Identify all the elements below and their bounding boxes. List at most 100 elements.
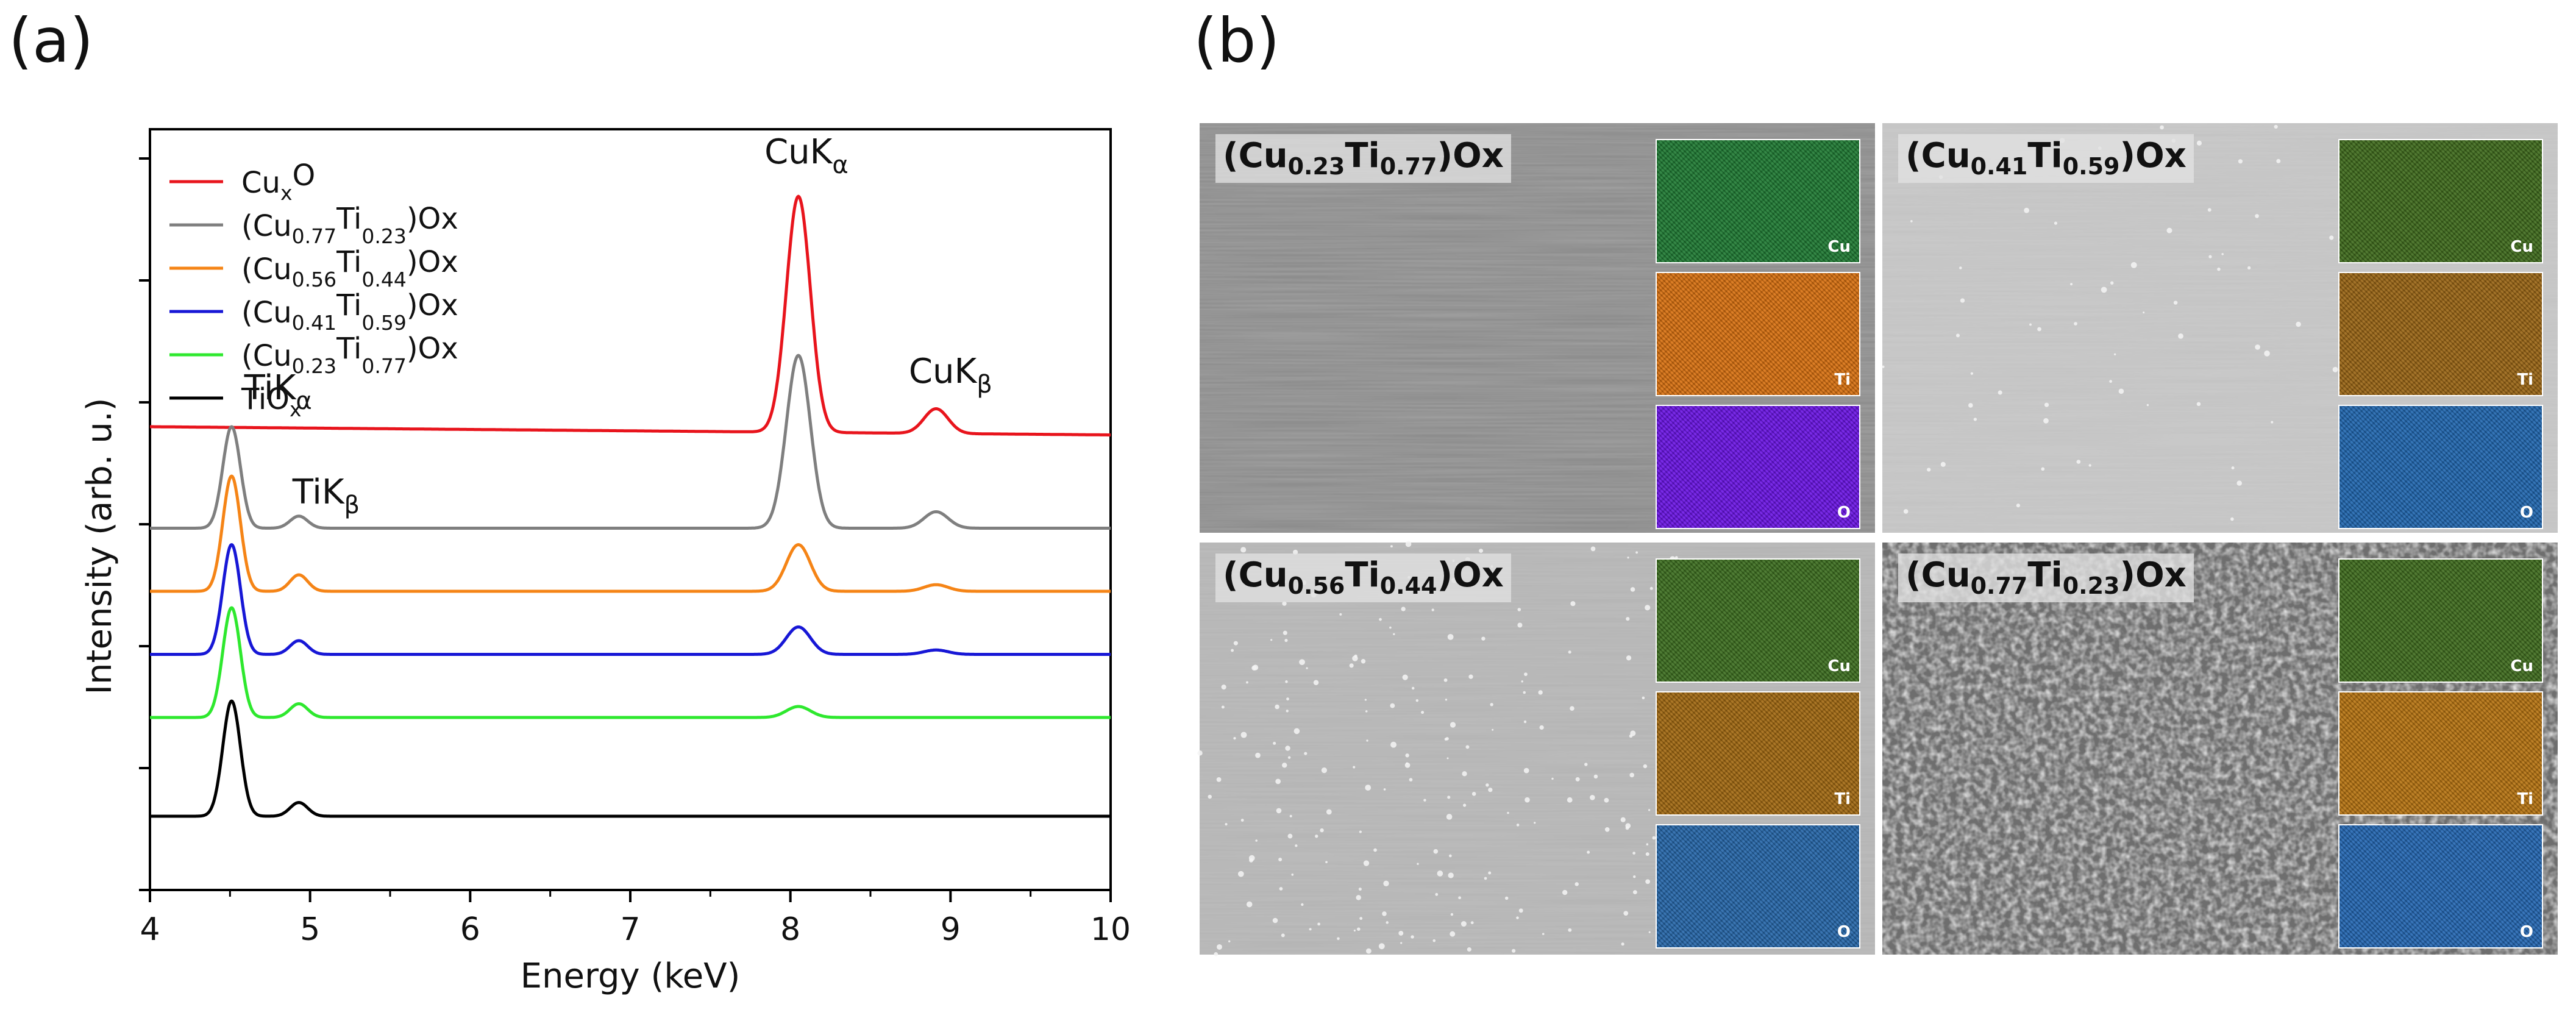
sem-particle (1648, 809, 1651, 811)
elemental-map-label: Cu (1827, 238, 1851, 256)
sem-particle (1882, 365, 1885, 368)
elemental-map-label: Cu (2510, 657, 2533, 675)
elemental-map-cu: Cu (2338, 558, 2543, 683)
elemental-map-o: O (2338, 405, 2543, 529)
series-line (149, 194, 1112, 436)
sem-particle (1524, 672, 1528, 676)
sem-particle (1470, 921, 1474, 925)
sem-particle (1402, 674, 1408, 680)
sem-particle (1625, 826, 1629, 830)
sem-particle (1285, 746, 1290, 751)
sem-particle (1468, 674, 1473, 679)
sem-particle (1512, 949, 1516, 953)
sem-particle (1287, 756, 1291, 759)
elemental-map-label: Cu (1827, 657, 1851, 675)
sem-particle (2208, 255, 2212, 258)
sem-particle (1287, 833, 1293, 839)
sem-particle (1940, 461, 1946, 467)
x-tick-label: 6 (460, 911, 480, 948)
sem-particle (2113, 353, 2116, 355)
sem-particle (1633, 875, 1636, 878)
sem-particle (1488, 871, 1492, 875)
sem-particle (1604, 797, 1609, 803)
sem-particle (1358, 888, 1362, 891)
sem-particle (1356, 895, 1361, 900)
sem-particle (1349, 663, 1354, 668)
sem-particle (1317, 922, 1320, 926)
sem-particle (1490, 703, 1493, 707)
sem-particle (1507, 811, 1509, 814)
sem-particle (1365, 948, 1372, 954)
sem-particle (1630, 587, 1635, 592)
sem-particle (1255, 839, 1258, 842)
sem-particle (1214, 952, 1219, 956)
panel-a-label: (a) (9, 5, 94, 76)
sem-particle (1642, 696, 1645, 700)
sem-particle (1405, 753, 1409, 758)
sem-particle (1590, 795, 1595, 800)
sem-tile-label: (Cu0.41Ti0.59)Ox (1898, 134, 2194, 183)
sem-particle (1228, 940, 1231, 942)
elemental-map-cu: Cu (1656, 558, 1860, 683)
sem-particle (2054, 221, 2058, 225)
sem-particle (2110, 281, 2114, 285)
sem-particle (1447, 796, 1451, 799)
sem-particle (1463, 803, 1467, 807)
sem-particle (1364, 699, 1367, 701)
sem-particle (1352, 655, 1358, 661)
sem-particle (1570, 601, 1576, 607)
sem-particle (2101, 287, 2107, 293)
sem-particle (1448, 854, 1452, 858)
sem-particle (1910, 220, 1913, 222)
sem-particle (1575, 777, 1580, 781)
sem-particle (1417, 863, 1419, 865)
sem-particle (1445, 699, 1448, 701)
sem-tile-label: (Cu0.56Ti0.44)Ox (1215, 553, 1511, 602)
series-line (149, 699, 1112, 818)
sem-particle (2074, 322, 2077, 326)
sem-particle (2043, 418, 2049, 424)
sem-particle (2236, 480, 2242, 486)
sem-particle (1281, 933, 1285, 938)
sem-particle (1246, 681, 1248, 684)
sem-particle (1516, 824, 1520, 827)
sem-particle (1306, 667, 1308, 669)
sem-particle (1216, 777, 1222, 782)
sem-particle (1587, 850, 1590, 854)
sem-particle (1542, 933, 1545, 935)
sem-particle (1433, 849, 1439, 854)
sem-particle (1960, 298, 1965, 303)
sem-particle (1233, 736, 1236, 740)
sem-particle (2016, 504, 2021, 508)
x-tick-label: 5 (300, 911, 320, 948)
elemental-map-label: O (2519, 504, 2533, 522)
x-tick-label: 4 (140, 911, 160, 948)
sem-particle (1645, 852, 1649, 856)
sem-particle (1517, 608, 1521, 611)
sem-particle (1584, 763, 1588, 766)
sem-particle (1390, 545, 1393, 548)
elemental-map-o: O (2338, 824, 2543, 949)
sem-particle (1450, 931, 1456, 937)
sem-particle (2029, 323, 2032, 326)
sem-particle (1361, 659, 1366, 664)
sem-particle (2160, 125, 2164, 130)
sem-particle (1435, 892, 1439, 896)
sem-particle (1955, 333, 1960, 338)
sem-particle (1445, 737, 1449, 741)
sem-particle (1626, 655, 1632, 661)
peak-label: CuKβ (909, 352, 992, 399)
sem-particle (1404, 762, 1411, 768)
elemental-map-label: Ti (1834, 790, 1851, 808)
sem-particle (2207, 208, 2211, 212)
x-tick-label: 8 (780, 911, 800, 948)
sem-particle (1221, 685, 1226, 690)
sem-particle (1285, 680, 1288, 683)
sem-particle (2143, 311, 2145, 314)
sem-particle (1353, 766, 1356, 769)
sem-particle (1446, 814, 1453, 820)
sem-particle (1450, 913, 1454, 916)
y-axis-label: Intensity (arb. u.) (80, 397, 119, 694)
sem-particle (1629, 772, 1634, 778)
sem-particle (1272, 917, 1278, 924)
